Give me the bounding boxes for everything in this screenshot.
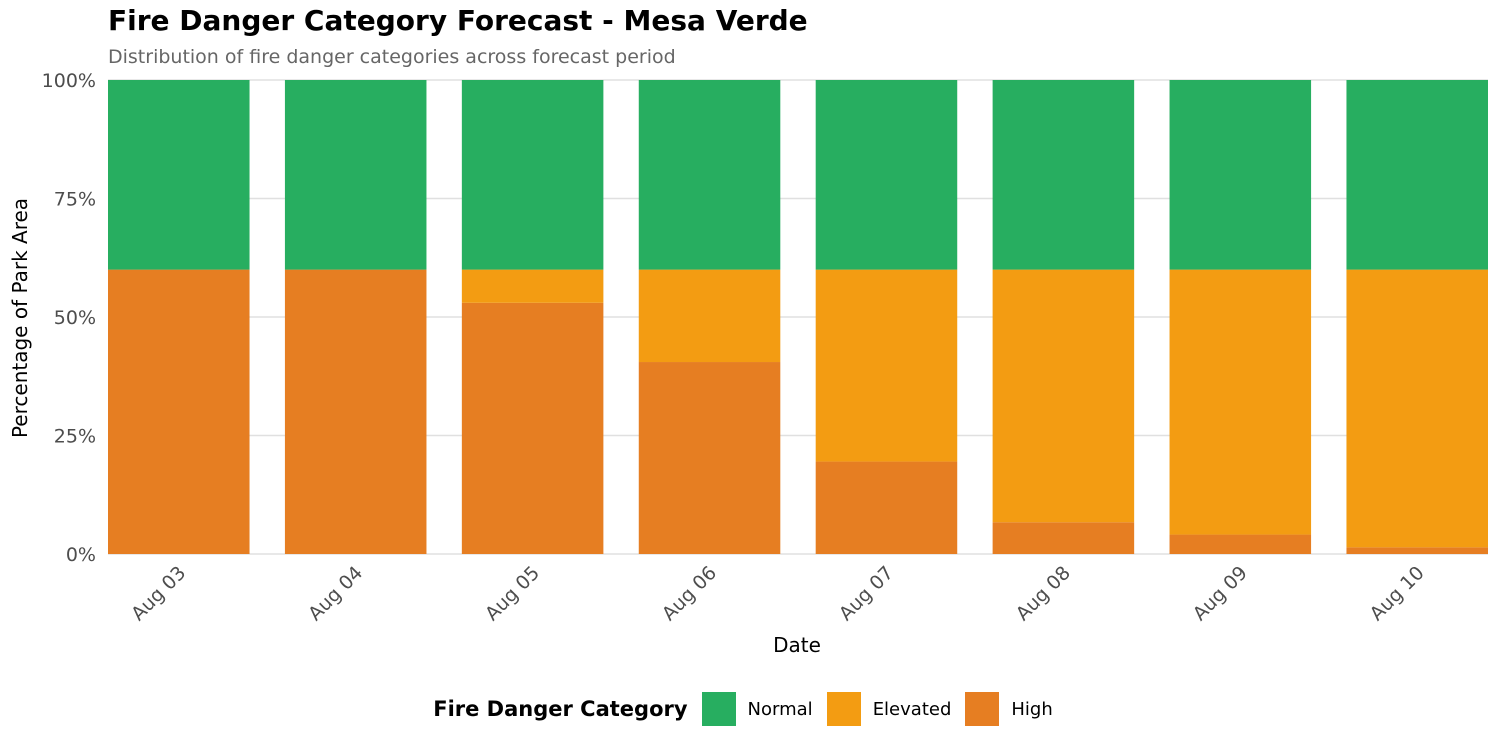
x-tick-label: Aug 09 <box>1189 562 1252 625</box>
chart-title: Fire Danger Category Forecast - Mesa Ver… <box>108 4 808 37</box>
chart-subtitle: Distribution of fire danger categories a… <box>108 46 676 68</box>
legend-swatch-high <box>965 692 1000 726</box>
bar-high-aug-10 <box>1346 547 1488 554</box>
y-tick-label: 25% <box>54 426 96 448</box>
legend-item-high: High <box>965 692 1053 726</box>
legend-title: Fire Danger Category <box>433 697 688 721</box>
bar-normal-aug-03 <box>108 80 250 270</box>
bar-high-aug-08 <box>992 522 1135 554</box>
legend-label-high: High <box>1011 698 1053 720</box>
bar-elevated-aug-09 <box>1169 269 1312 535</box>
x-axis-ticks: Aug 03 Aug 04 Aug 05 Aug 06 Aug 07 Aug 08 Aug … <box>127 562 1429 625</box>
bar-elevated-aug-08 <box>992 269 1135 523</box>
bar-high-aug-05 <box>461 302 604 554</box>
x-tick-label: Aug 03 <box>127 562 190 625</box>
legend-item-normal: Normal <box>701 692 813 726</box>
legend-swatch-normal <box>701 692 736 726</box>
bar-high-aug-06 <box>638 362 781 554</box>
y-tick-label: 0% <box>66 544 96 566</box>
bar-normal-aug-06 <box>638 80 781 270</box>
bar-normal-aug-08 <box>992 80 1135 270</box>
bar-high-aug-03 <box>108 269 250 554</box>
x-tick-label: Aug 08 <box>1012 562 1075 625</box>
stacked-bar-chart: 0% 25% 50% 75% 100% Aug 03 Aug 04 Aug 05 Aug 06… <box>8 70 1488 657</box>
x-tick-label: Aug 04 <box>304 562 367 625</box>
legend-label-normal: Normal <box>747 698 813 720</box>
legend-item-elevated: Elevated <box>826 692 952 726</box>
x-tick-label: Aug 06 <box>658 562 721 625</box>
bar-normal-aug-09 <box>1169 80 1312 270</box>
bars <box>108 80 1488 554</box>
legend: Fire Danger Category Normal Elevated Hig… <box>0 691 1500 727</box>
y-tick-label: 75% <box>54 189 96 211</box>
y-tick-label: 100% <box>42 70 96 92</box>
y-tick-label: 50% <box>54 307 96 329</box>
x-tick-label: Aug 05 <box>481 562 544 625</box>
bar-elevated-aug-07 <box>815 269 958 462</box>
bar-high-aug-09 <box>1169 534 1312 554</box>
bar-normal-aug-07 <box>815 80 958 270</box>
legend-swatch-elevated <box>826 692 861 726</box>
y-axis-label: Percentage of Park Area <box>8 198 32 438</box>
bar-elevated-aug-10 <box>1346 269 1488 548</box>
bar-high-aug-07 <box>815 461 958 554</box>
bar-normal-aug-04 <box>284 80 427 270</box>
bar-normal-aug-10 <box>1346 80 1488 270</box>
legend-label-elevated: Elevated <box>872 698 952 720</box>
x-tick-label: Aug 07 <box>835 562 898 625</box>
x-tick-label: Aug 10 <box>1366 562 1429 625</box>
bar-elevated-aug-06 <box>638 269 781 363</box>
x-axis-label: Date <box>773 633 821 657</box>
y-axis-ticks: 0% 25% 50% 75% 100% <box>42 70 96 566</box>
bar-high-aug-04 <box>284 269 427 554</box>
bar-elevated-aug-05 <box>461 269 604 303</box>
bar-normal-aug-05 <box>461 80 604 270</box>
